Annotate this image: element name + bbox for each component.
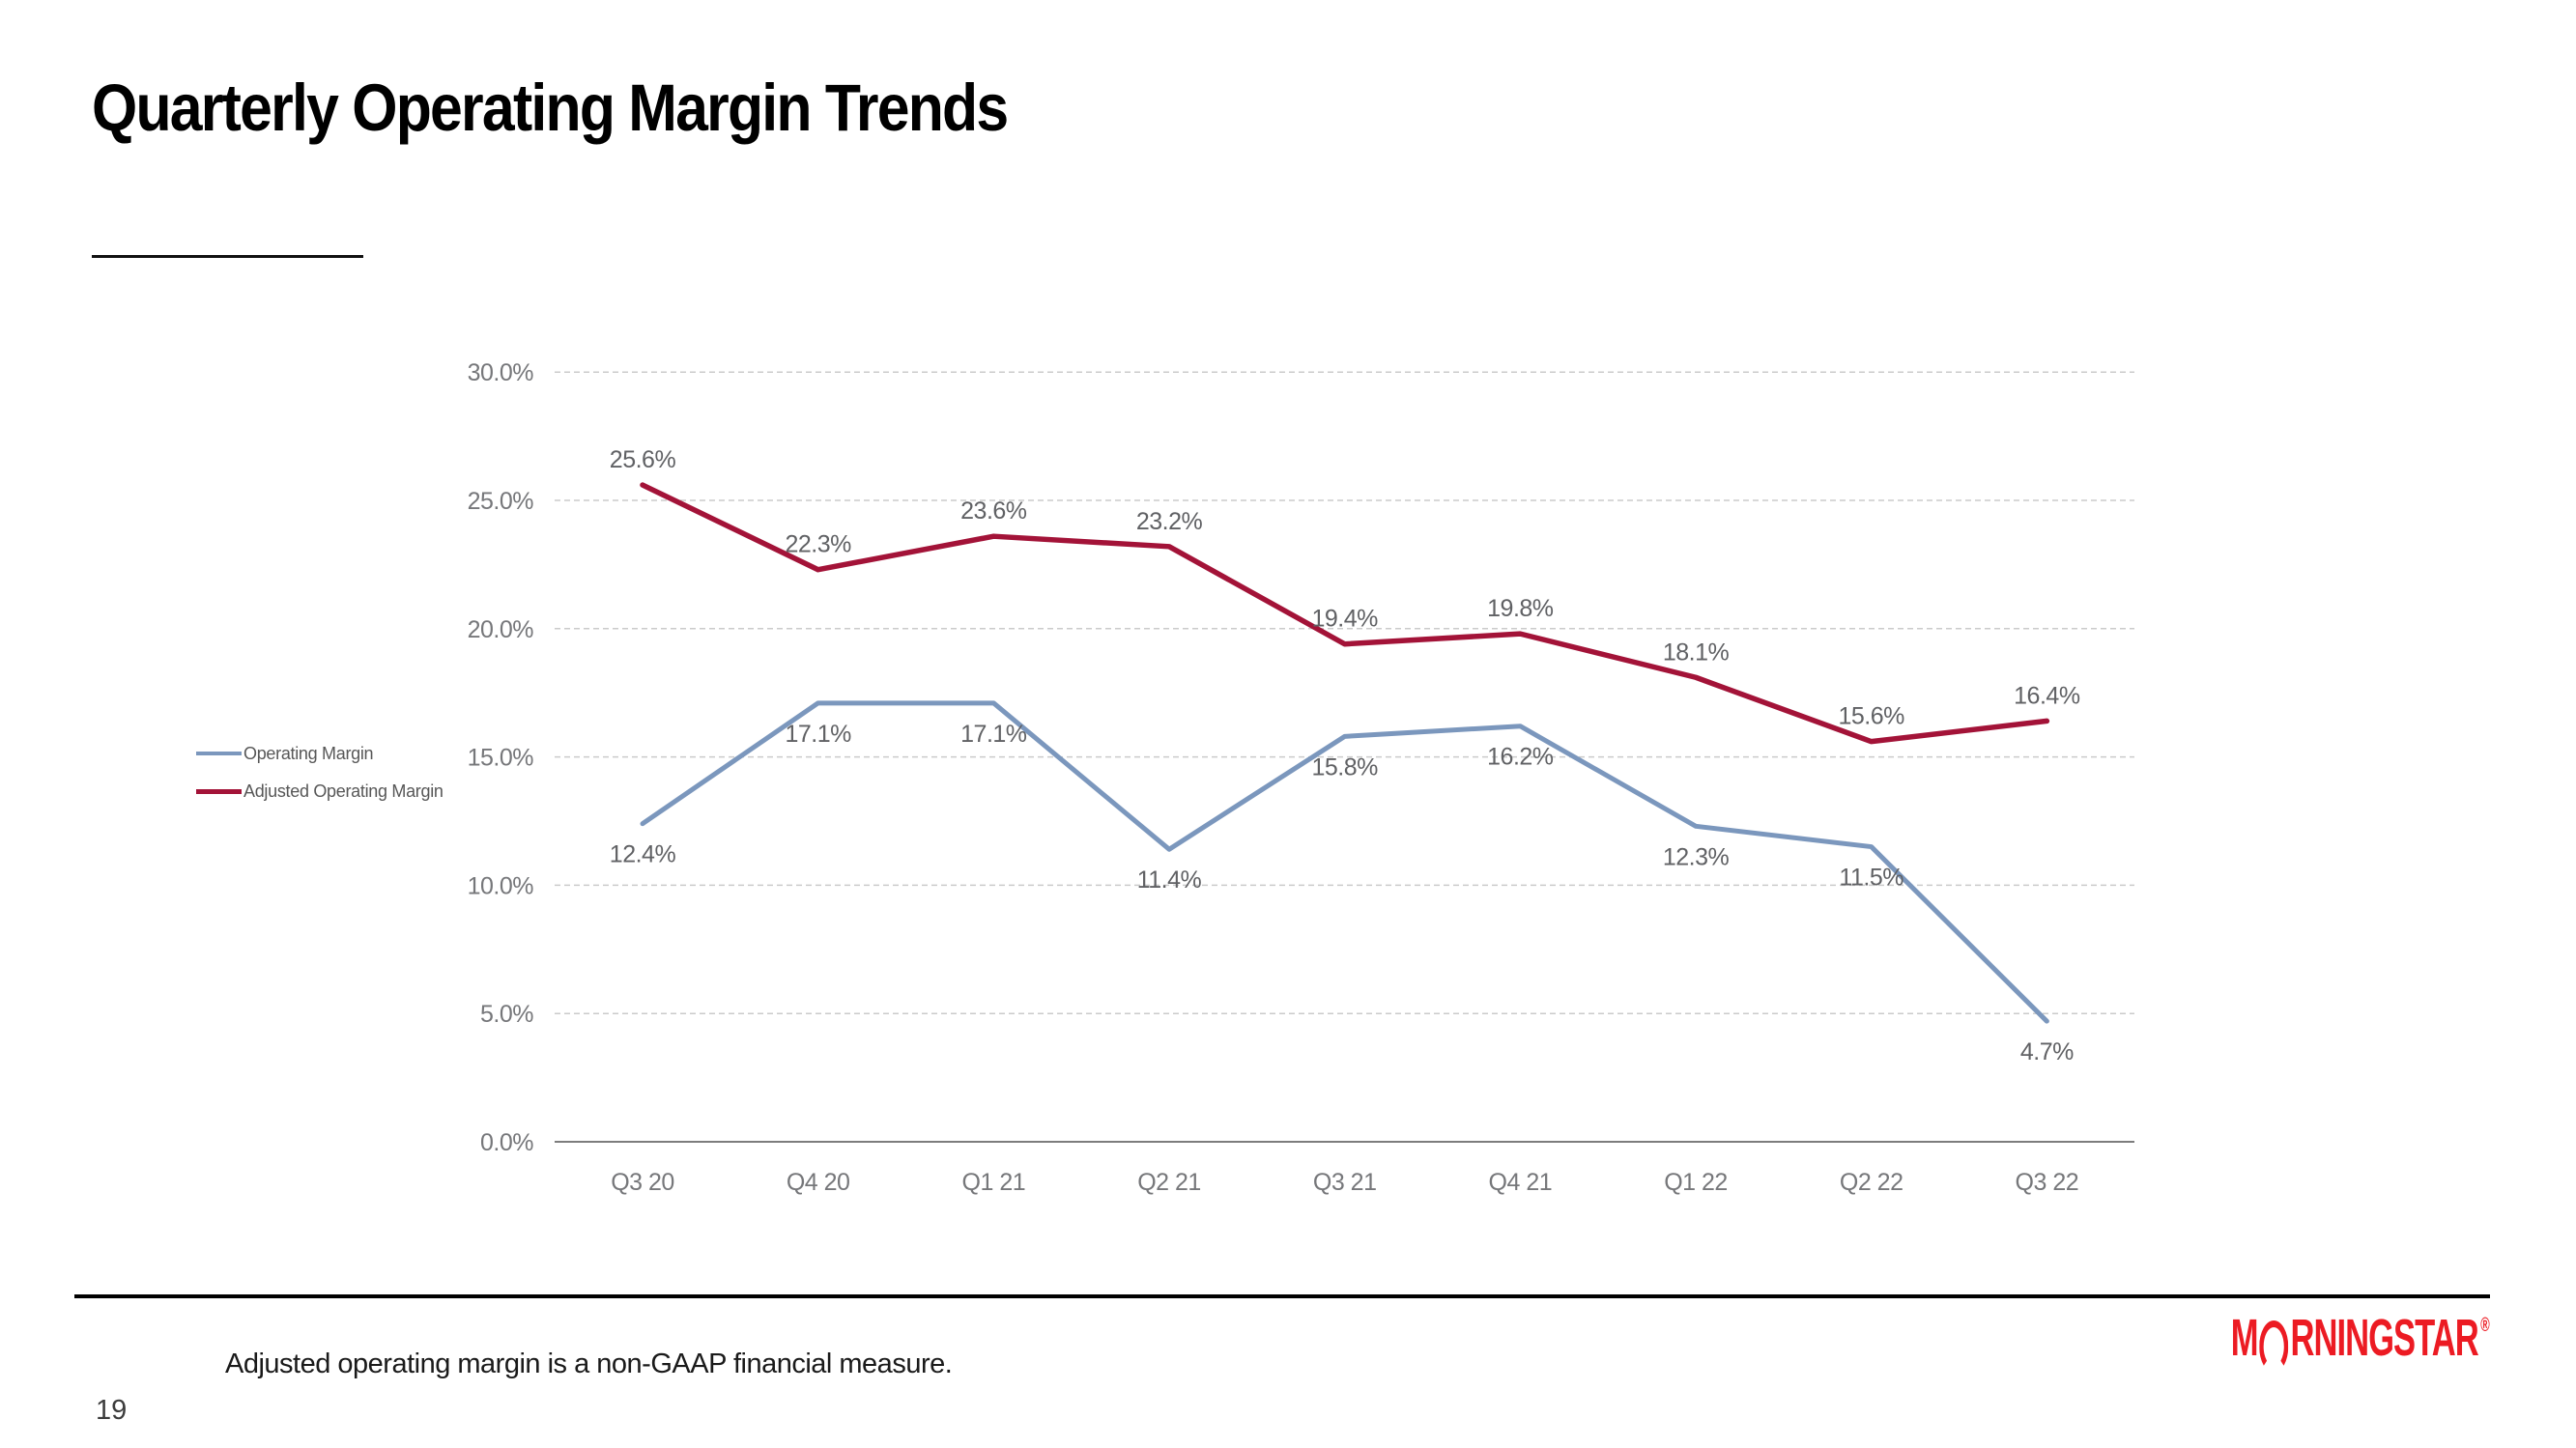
- svg-text:19.4%: 19.4%: [1311, 606, 1378, 633]
- svg-text:12.4%: 12.4%: [610, 841, 676, 868]
- svg-text:11.5%: 11.5%: [1839, 865, 1903, 892]
- footer-divider: [74, 1294, 2490, 1298]
- svg-text:4.7%: 4.7%: [2020, 1038, 2074, 1065]
- logo-o-arc-icon: [2259, 1320, 2289, 1373]
- footnote-text: Adjusted operating margin is a non-GAAP …: [225, 1349, 953, 1379]
- page-number: 19: [96, 1395, 128, 1426]
- logo-letters-rest: RNINGSTAR: [2290, 1309, 2479, 1367]
- legend-label-adjusted-operating-margin: Adjusted Operating Margin: [243, 781, 444, 801]
- svg-text:Q4 20: Q4 20: [787, 1169, 850, 1196]
- operating-margin-line-swatch: [196, 752, 242, 755]
- logo-letter-m: M: [2231, 1309, 2259, 1367]
- page-title: Quarterly Operating Margin Trends: [92, 71, 1009, 145]
- svg-text:17.1%: 17.1%: [960, 721, 1027, 748]
- svg-text:23.6%: 23.6%: [960, 497, 1027, 525]
- legend-label-operating-margin: Operating Margin: [243, 743, 374, 763]
- title-underline: [92, 255, 363, 258]
- svg-text:15.0%: 15.0%: [468, 745, 534, 772]
- svg-text:Q4 21: Q4 21: [1489, 1169, 1553, 1196]
- svg-text:16.4%: 16.4%: [2014, 682, 2080, 709]
- morningstar-logo: M RNINGSTAR ®: [2231, 1312, 2490, 1373]
- svg-text:20.0%: 20.0%: [468, 616, 534, 643]
- svg-text:5.0%: 5.0%: [480, 1001, 533, 1028]
- svg-text:10.0%: 10.0%: [468, 872, 534, 899]
- svg-text:22.3%: 22.3%: [785, 531, 851, 558]
- svg-text:Q3 22: Q3 22: [2016, 1169, 2079, 1196]
- svg-text:Q3 21: Q3 21: [1313, 1169, 1377, 1196]
- svg-text:Q1 21: Q1 21: [962, 1169, 1026, 1196]
- svg-text:16.2%: 16.2%: [1487, 744, 1554, 771]
- svg-text:Q2 22: Q2 22: [1840, 1169, 1903, 1196]
- svg-text:15.6%: 15.6%: [1838, 703, 1904, 730]
- svg-text:19.8%: 19.8%: [1487, 595, 1554, 622]
- svg-text:Q2 21: Q2 21: [1137, 1169, 1201, 1196]
- chart-legend: Operating Margin Adjusted Operating Marg…: [196, 743, 444, 802]
- svg-text:30.0%: 30.0%: [468, 359, 534, 386]
- svg-text:Q3 20: Q3 20: [611, 1169, 674, 1196]
- legend-item-operating-margin: Operating Margin: [196, 743, 444, 764]
- legend-item-adjusted-operating-margin: Adjusted Operating Margin: [196, 781, 444, 802]
- svg-text:23.2%: 23.2%: [1136, 508, 1203, 535]
- svg-text:0.0%: 0.0%: [480, 1129, 533, 1156]
- svg-text:15.8%: 15.8%: [1311, 753, 1378, 781]
- svg-text:17.1%: 17.1%: [785, 721, 851, 748]
- svg-text:25.0%: 25.0%: [468, 488, 534, 515]
- svg-text:25.6%: 25.6%: [610, 446, 676, 473]
- svg-text:Q1 22: Q1 22: [1664, 1169, 1728, 1196]
- svg-text:18.1%: 18.1%: [1663, 639, 1730, 666]
- svg-text:12.3%: 12.3%: [1663, 843, 1730, 870]
- registered-trademark-icon: ®: [2480, 1315, 2490, 1336]
- adjusted-operating-margin-line-swatch: [196, 788, 242, 794]
- svg-text:11.4%: 11.4%: [1137, 866, 1202, 894]
